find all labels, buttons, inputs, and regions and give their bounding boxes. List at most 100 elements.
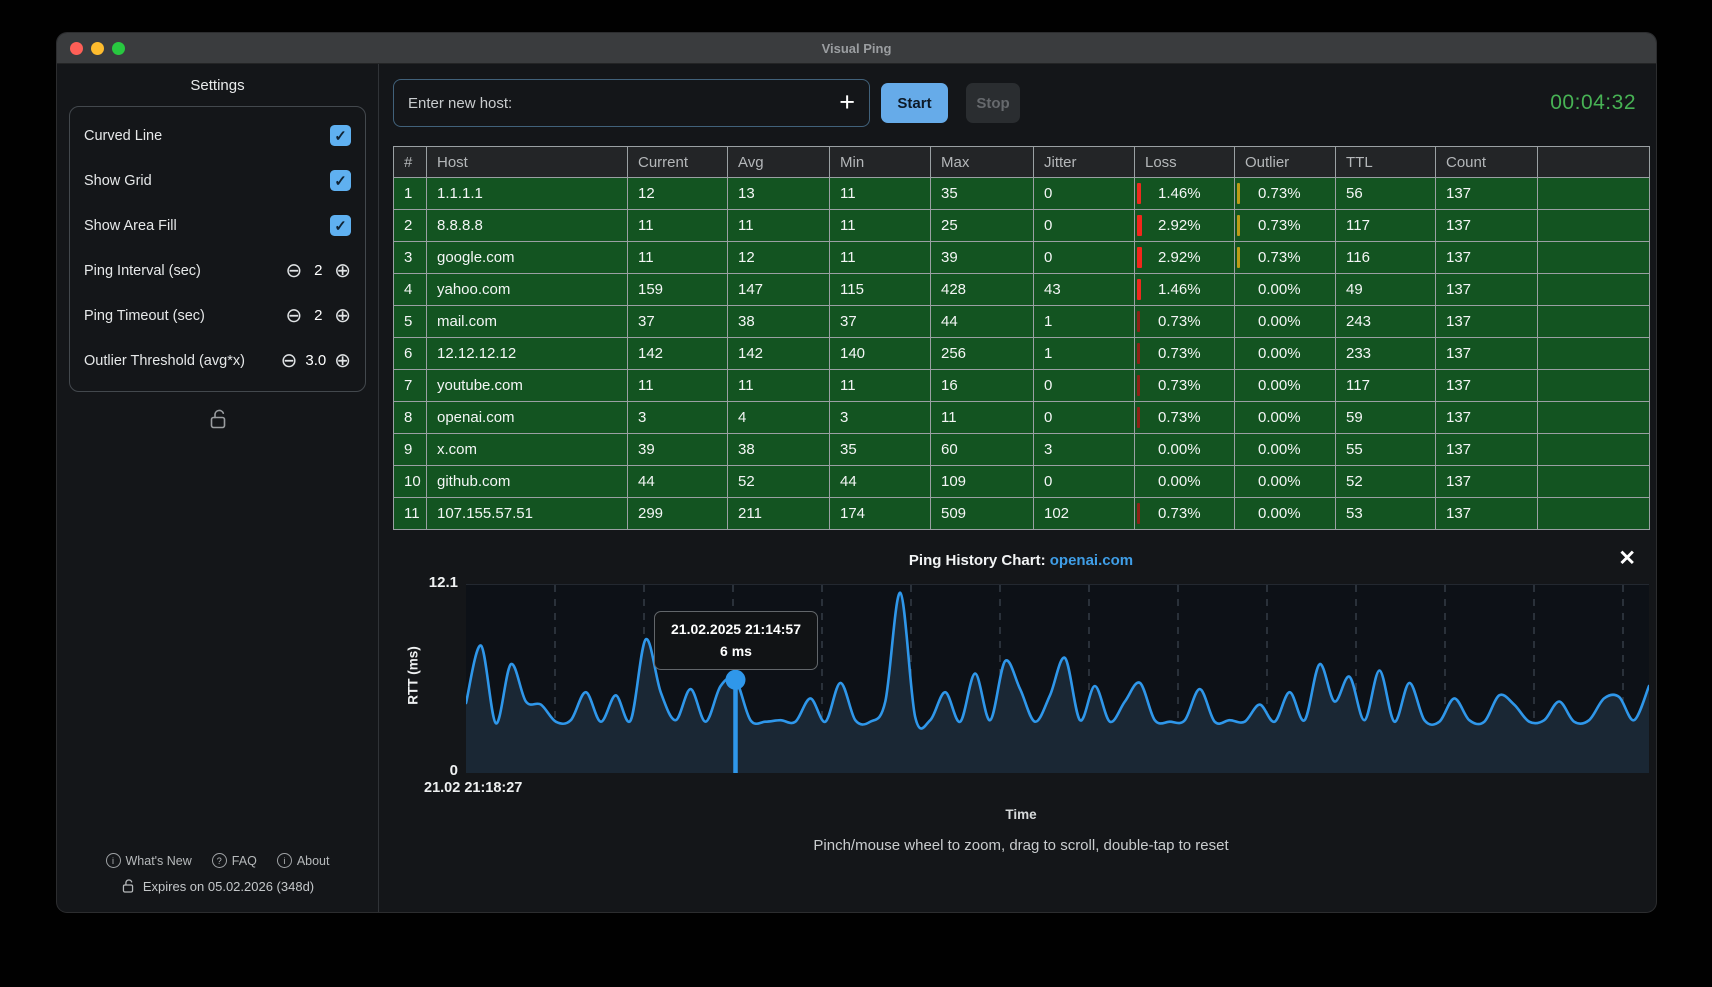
cell-num: 5 xyxy=(393,305,427,338)
cell-num: 3 xyxy=(393,241,427,274)
cell-num: 1 xyxy=(393,177,427,210)
cell-ttl: 117 xyxy=(1335,369,1436,402)
cell-outlier: 0.00% xyxy=(1234,337,1336,370)
cell-actions xyxy=(1537,337,1650,370)
loss-severity-bar xyxy=(1137,311,1140,332)
table-row-mail-com[interactable]: 5 mail.com 37 38 37 44 1 0.73% 0.00% 243 137 xyxy=(393,305,1650,338)
cell-actions xyxy=(1537,305,1650,338)
cell-min: 37 xyxy=(829,305,931,338)
cell-loss: 0.73% xyxy=(1134,497,1235,530)
setting-label: Curved Line xyxy=(84,127,163,144)
host-input[interactable] xyxy=(393,79,870,127)
cell-avg: 142 xyxy=(727,337,830,370)
minimize-window-button[interactable] xyxy=(91,41,104,55)
cell-actions xyxy=(1537,465,1650,498)
cell-ttl: 233 xyxy=(1335,337,1436,370)
footer-link-faq[interactable]: ? FAQ xyxy=(211,853,257,868)
cell-loss: 2.92% xyxy=(1134,241,1235,274)
column-header-loss: Loss xyxy=(1134,146,1235,178)
cell-jitter: 43 xyxy=(1033,273,1135,306)
footer-link-label: FAQ xyxy=(231,853,257,868)
cell-actions xyxy=(1537,177,1650,210)
cell-current: 3 xyxy=(627,401,728,434)
table-row-x-com[interactable]: 9 x.com 39 38 35 60 3 0.00% 0.00% 55 137 xyxy=(393,433,1650,466)
cell-ttl: 53 xyxy=(1335,497,1436,530)
checkbox-curved-line[interactable]: ✓ xyxy=(330,125,351,146)
increment-button[interactable]: ⊕ xyxy=(334,304,351,327)
cell-loss: 0.73% xyxy=(1134,401,1235,434)
decrement-button[interactable]: ⊖ xyxy=(280,349,298,372)
column-header-outlier: Outlier xyxy=(1234,146,1336,178)
cell-count: 137 xyxy=(1435,433,1538,466)
decrement-button[interactable]: ⊖ xyxy=(285,259,303,282)
column-header-count: Count xyxy=(1435,146,1538,178)
cell-avg: 11 xyxy=(727,369,830,402)
cell-loss: 0.00% xyxy=(1134,433,1235,466)
table-row-github-com[interactable]: 10 github.com 44 52 44 109 0 0.00% 0.00% 52 137 xyxy=(393,465,1650,498)
setting-row-ping-timeout-sec: Ping Timeout (sec) ⊖ 2 ⊕ xyxy=(84,293,351,338)
loss-value: 1.46% xyxy=(1158,185,1201,202)
checkbox-show-area-fill[interactable]: ✓ xyxy=(330,215,351,236)
outlier-value: 0.00% xyxy=(1258,505,1301,522)
zoom-window-button[interactable] xyxy=(112,41,125,55)
table-row-youtube-com[interactable]: 7 youtube.com 11 11 11 16 0 0.73% 0.00% 117 137 xyxy=(393,369,1650,402)
setting-label: Show Grid xyxy=(84,172,152,189)
loss-value: 0.00% xyxy=(1158,441,1201,458)
outlier-value: 0.00% xyxy=(1258,313,1301,330)
table-row-8-8-8-8[interactable]: 2 8.8.8.8 11 11 11 25 0 2.92% 0.73% 117 137 xyxy=(393,209,1650,242)
loss-value: 0.73% xyxy=(1158,505,1201,522)
setting-label: Ping Timeout (sec) xyxy=(84,307,205,324)
increment-button[interactable]: ⊕ xyxy=(334,349,351,372)
loss-value: 2.92% xyxy=(1158,249,1201,266)
ping-chart-plot[interactable]: 21.02.2025 21:14:57 6 ms xyxy=(466,584,1649,773)
cell-outlier: 0.00% xyxy=(1234,305,1336,338)
table-row-yahoo-com[interactable]: 4 yahoo.com 159 147 115 428 43 1.46% 0.00% 49 137 xyxy=(393,273,1650,306)
checkbox-show-grid[interactable]: ✓ xyxy=(330,170,351,191)
table-row-107-155-57-51[interactable]: 11 107.155.57.51 299 211 174 509 102 0.73% 0.00%… xyxy=(393,497,1650,530)
cell-num: 2 xyxy=(393,209,427,242)
footer-link-what-s-new[interactable]: i What's New xyxy=(105,853,192,868)
question-circle-icon: ? xyxy=(211,853,227,868)
settings-unlock[interactable] xyxy=(57,408,378,435)
close-chart-button[interactable]: ✕ xyxy=(1618,547,1636,570)
table-row-12-12-12-12[interactable]: 6 12.12.12.12 142 142 140 256 1 0.73% 0.00% 233 13… xyxy=(393,337,1650,370)
add-host-button[interactable]: + xyxy=(839,86,855,117)
outlier-value: 0.00% xyxy=(1258,377,1301,394)
cell-num: 9 xyxy=(393,433,427,466)
cell-avg: 38 xyxy=(727,433,830,466)
cell-min: 11 xyxy=(829,241,931,274)
sidebar-footer: i What's New? FAQ i About Expires on 05.02.2… xyxy=(57,853,378,912)
cell-current: 11 xyxy=(627,209,728,242)
cell-host: google.com xyxy=(426,241,628,274)
stepper-value: 2 xyxy=(314,307,323,324)
cell-current: 11 xyxy=(627,241,728,274)
decrement-button[interactable]: ⊖ xyxy=(285,304,303,327)
cell-current: 142 xyxy=(627,337,728,370)
chart-line xyxy=(466,591,1649,730)
outlier-value: 0.00% xyxy=(1258,473,1301,490)
info-circle-icon: i xyxy=(105,853,121,868)
y-min-tick: 0 xyxy=(449,762,458,779)
table-row-openai-com[interactable]: 8 openai.com 3 4 3 11 0 0.73% 0.00% 59 137 xyxy=(393,401,1650,434)
rtt-axis-label: RTT (ms) xyxy=(405,646,421,705)
footer-link-about[interactable]: i About xyxy=(276,853,329,868)
cell-current: 159 xyxy=(627,273,728,306)
settings-title: Settings xyxy=(190,77,245,94)
close-window-button[interactable] xyxy=(70,41,83,55)
unlock-icon xyxy=(210,409,225,429)
tooltip-time: 21.02.2025 21:14:57 xyxy=(671,621,801,637)
cell-actions xyxy=(1537,209,1650,242)
stop-button[interactable]: Stop xyxy=(966,83,1020,123)
loss-severity-bar xyxy=(1137,183,1141,204)
start-button[interactable]: Start xyxy=(881,83,948,123)
cell-loss: 0.00% xyxy=(1134,465,1235,498)
stepper-outlier-threshold-avg-x: ⊖ 3.0 ⊕ xyxy=(281,351,351,371)
cell-count: 137 xyxy=(1435,209,1538,242)
cell-ttl: 243 xyxy=(1335,305,1436,338)
table-row-1-1-1-1[interactable]: 1 1.1.1.1 12 13 11 35 0 1.46% 0.73% 56 137 xyxy=(393,177,1650,210)
table-row-google-com[interactable]: 3 google.com 11 12 11 39 0 2.92% 0.73% 116 137 xyxy=(393,241,1650,274)
cell-outlier: 0.73% xyxy=(1234,177,1336,210)
increment-button[interactable]: ⊕ xyxy=(334,259,351,282)
cell-avg: 13 xyxy=(727,177,830,210)
loss-severity-bar xyxy=(1137,215,1142,236)
